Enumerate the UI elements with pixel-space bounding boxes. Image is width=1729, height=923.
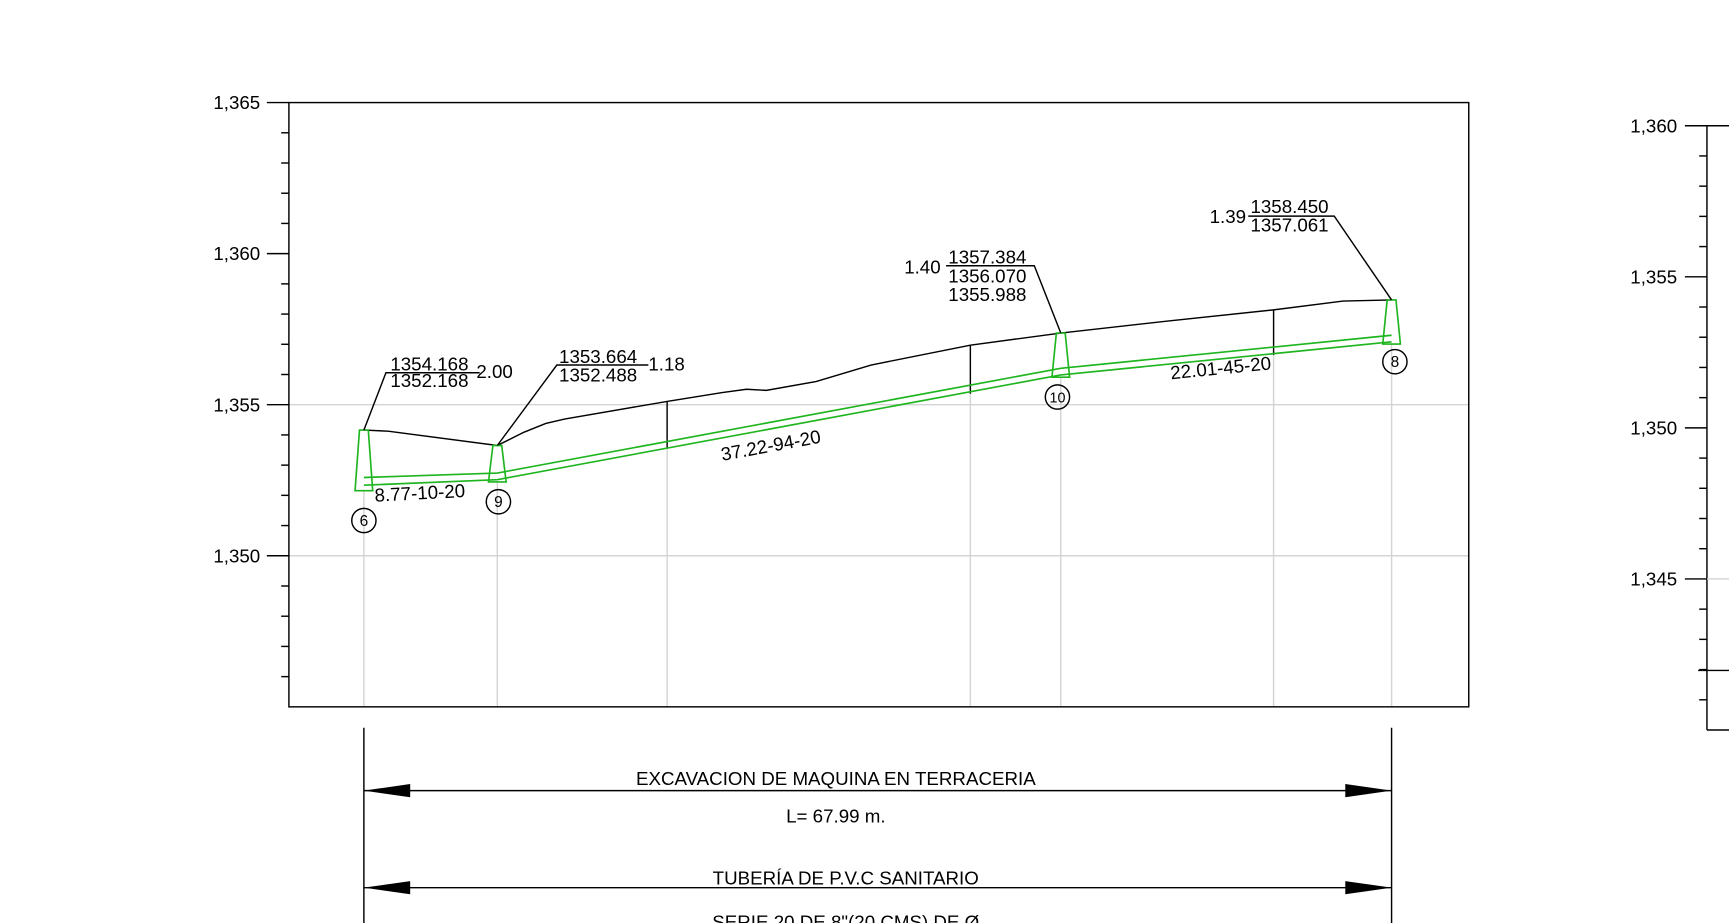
well-depth: 1.39	[1210, 206, 1246, 227]
y-label: 1,350	[213, 545, 260, 566]
well-top: 1354.168	[390, 354, 468, 375]
well-top: 1353.664	[559, 346, 637, 367]
well-top: 1357.384	[948, 247, 1026, 268]
well-depth: 2.00	[476, 361, 512, 382]
leaders	[363, 215, 1393, 446]
grid	[288, 344, 1469, 707]
well-ids: 6 9 10 8	[360, 354, 1400, 530]
terrain-line	[363, 299, 1392, 447]
well-id: 8	[1391, 354, 1400, 371]
segment-label: 22.01-45-20	[1169, 352, 1272, 383]
well-bottom: 1356.070	[948, 265, 1026, 286]
well-id: 9	[494, 494, 503, 511]
y-label: 1,360	[1630, 115, 1677, 136]
y-axis-ticks	[266, 101, 289, 678]
y-label: 1,365	[213, 92, 260, 113]
dimension-lines	[363, 727, 1393, 923]
well-top: 1358.450	[1250, 196, 1328, 217]
well-bottom: 1357.061	[1250, 215, 1328, 236]
manholes	[354, 299, 1402, 492]
pipe-spec: SERIE 20 DE 8"(20 CMS) DE Ø	[712, 911, 979, 923]
y-axis-ticks	[1684, 125, 1707, 701]
y-label: 1,355	[1630, 266, 1677, 287]
y-label: 1,345	[1630, 569, 1677, 590]
segment-label: 8.77-10-20	[374, 480, 466, 506]
excavation-label: EXCAVACION DE MAQUINA EN TERRACERIA	[636, 768, 1036, 789]
well-circles	[351, 348, 1408, 534]
well-depth: 1.18	[648, 354, 684, 375]
well-id: 10	[1050, 391, 1066, 407]
length-label: L= 67.99 m.	[786, 806, 885, 827]
pipe-bottom	[363, 341, 1392, 487]
pipe-label: TUBERÍA DE P.V.C SANITARIO	[713, 867, 979, 888]
pipe-top	[363, 334, 1392, 479]
y-label: 1,360	[213, 243, 260, 264]
well-bottom: 1352.488	[559, 365, 637, 386]
well-bottom2: 1355.988	[948, 284, 1026, 305]
segment-label: 37.22-94-20	[719, 426, 822, 465]
y-label: 1,350	[1630, 417, 1677, 438]
y-label: 1,355	[213, 394, 260, 415]
well-id: 6	[360, 513, 369, 530]
well-depth: 1.40	[904, 256, 940, 277]
arrowheads	[363, 784, 1392, 895]
well-bottom: 1352.168	[390, 370, 468, 391]
